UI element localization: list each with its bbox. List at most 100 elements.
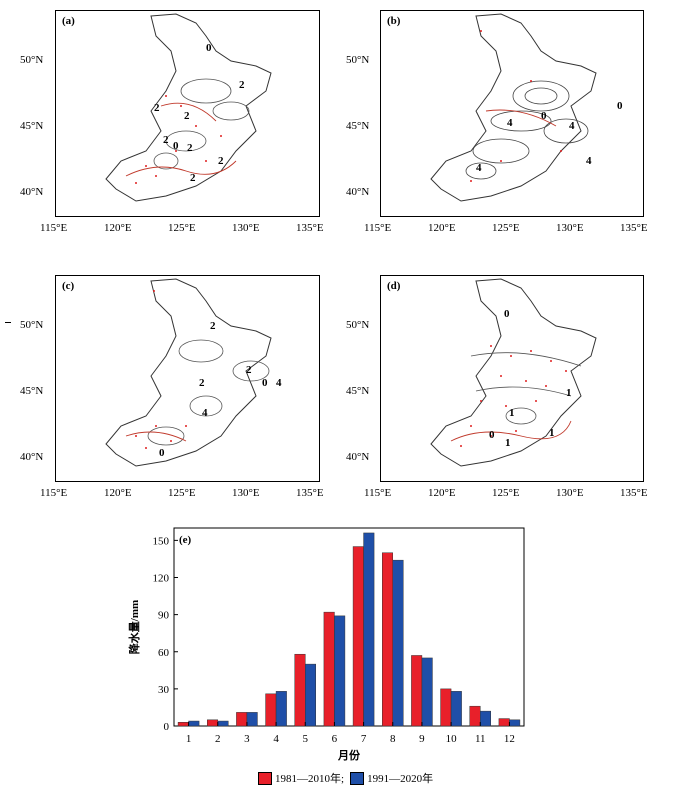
map-b-contour-label: 4 — [476, 162, 482, 174]
lon-label-130e: 130°E — [232, 487, 260, 499]
lat-label-45n: 45°N — [346, 385, 370, 397]
legend-label-1991-2020: 1991—2020年 — [367, 773, 434, 785]
map-d-contour-label: 1 — [549, 427, 555, 439]
y-tick-label: 120 — [153, 573, 170, 585]
x-tick-label: 6 — [332, 733, 338, 745]
lon-label-120e: 120°E — [428, 222, 456, 234]
map-frame-c: 2 2 2 0 4 4 0 (c) — [55, 275, 320, 482]
map-b-contours: 0 4 0 4 4 4 — [430, 13, 623, 202]
y-axis-label: 降水量/mm — [127, 600, 141, 654]
map-a-contour-label: 2 — [190, 172, 196, 184]
map-c-contour-label: 4 — [276, 377, 282, 389]
map-b-contour-label: 4 — [569, 120, 575, 132]
map-a-contour-label: 0 — [173, 140, 179, 152]
x-tick-label: 4 — [273, 733, 279, 745]
lon-label-135e: 135°E — [296, 487, 324, 499]
map-b-contour-label: 0 — [541, 110, 547, 122]
bar-blue-month-11 — [480, 710, 491, 727]
map-panel-d: 0 1 1 1 0 1 (d) 50°N 45°N 40°N 115°E 120… — [346, 265, 692, 515]
y-tick-label: 0 — [164, 721, 170, 733]
panel-label-e: (e) — [179, 534, 192, 546]
map-d-contour-label: 1 — [505, 437, 511, 449]
lon-label-115e: 115°E — [40, 222, 68, 234]
x-axis-label: 月份 — [337, 748, 361, 762]
lon-label-135e: 135°E — [620, 487, 648, 499]
lon-label-115e: 115°E — [40, 487, 68, 499]
map-a-contour-label: 2 — [163, 134, 169, 146]
x-tick-label: 5 — [303, 733, 309, 745]
map-d-contour-label: 0 — [504, 308, 510, 320]
map-c-contour-label: 2 — [210, 320, 216, 332]
bar-red-month-11 — [469, 705, 481, 727]
map-d-contour-label: 1 — [509, 407, 515, 419]
map-a-contour-label: 2 — [187, 142, 193, 154]
bar-blue-month-9 — [421, 657, 433, 727]
lon-label-135e: 135°E — [620, 222, 648, 234]
panel-label-c: (c) — [62, 280, 75, 292]
map-a-contour-label: 2 — [184, 110, 190, 122]
legend-swatch-blue — [350, 771, 365, 785]
map-d-contours: 0 1 1 1 0 1 — [430, 278, 597, 467]
precipitation-bar-chart: 0 30 60 90 120 150 1 2 3 4 5 6 7 8 9 10 11 12 (e) 月份 降水量/mm — [122, 520, 532, 810]
bar-blue-month-4 — [275, 691, 287, 727]
lat-label-45n: 45°N — [20, 385, 44, 397]
legend-label-1981-2010: 1981—2010年; — [275, 773, 345, 785]
map-a-contours: 0 2 2 2 2 0 2 2 2 — [105, 13, 272, 202]
lat-label-40n: 40°N — [346, 451, 370, 463]
map-c-contour-label: 0 — [262, 377, 268, 389]
lon-label-120e: 120°E — [428, 487, 456, 499]
x-tick-label: 1 — [186, 733, 192, 745]
map-a-contour-label: 0 — [206, 42, 212, 54]
panel-label-b: (b) — [387, 15, 401, 27]
bar-blue-month-6 — [334, 615, 346, 727]
lon-label-115e: 115°E — [364, 487, 392, 499]
y-tick-label: 30 — [158, 684, 170, 696]
bar-red-month-4 — [265, 693, 277, 727]
bar-red-month-7 — [352, 546, 364, 727]
map-frame-b: 0 4 0 4 4 4 (b) — [380, 10, 644, 217]
bar-blue-month-3 — [246, 712, 258, 727]
lon-label-130e: 130°E — [232, 222, 260, 234]
lon-label-120e: 120°E — [104, 487, 132, 499]
lon-label-135e: 135°E — [296, 222, 324, 234]
bar-red-month-8 — [382, 552, 393, 727]
bar-red-month-6 — [323, 611, 335, 727]
map-b-contour-label: 4 — [586, 155, 592, 167]
lat-label-50n: 50°N — [20, 319, 44, 331]
bar-blue-month-2 — [217, 720, 229, 727]
map-c-contour-label: 0 — [159, 447, 165, 459]
lat-label-45n: 45°N — [20, 120, 44, 132]
bar-red-month-3 — [236, 712, 248, 727]
map-c-contour-label: 2 — [199, 377, 205, 389]
map-a-contour-label: 2 — [239, 79, 245, 91]
y-tick-label: 60 — [158, 647, 170, 659]
x-tick-label: 9 — [419, 733, 425, 745]
lon-label-125e: 125°E — [168, 487, 196, 499]
lat-label-50n: 50°N — [346, 54, 370, 66]
bar-red-month-1 — [177, 722, 189, 727]
lat-label-50n: 50°N — [20, 54, 44, 66]
x-tick-label: 2 — [215, 733, 221, 745]
map-panel-b: 0 4 0 4 4 4 (b) 50°N 45°N 40°N 115°E 120… — [346, 0, 692, 250]
map-b-contour-label: 0 — [617, 100, 623, 112]
bar-blue-month-7 — [363, 532, 375, 727]
map-d-contour-label: 0 — [489, 429, 495, 441]
chart-legend: 1981—2010年; 1991—2020年 — [258, 770, 439, 786]
bar-red-month-2 — [207, 719, 218, 727]
map-d-contour-label: 1 — [566, 387, 572, 399]
panel-label-a: (a) — [62, 15, 75, 27]
lat-label-40n: 40°N — [20, 451, 44, 463]
legend-swatch-red — [258, 771, 272, 785]
map-c-contour-label: 2 — [246, 364, 252, 376]
x-tick-label: 12 — [504, 733, 515, 745]
lat-label-40n: 40°N — [346, 186, 370, 198]
bar-blue-month-8 — [392, 559, 404, 727]
legend-item-1981-2010: 1981—2010年; — [258, 770, 344, 786]
x-tick-label: 11 — [475, 733, 486, 745]
bar-blue-month-10 — [450, 691, 462, 727]
bar-red-month-5 — [294, 653, 306, 727]
map-c-contours: 2 2 2 0 4 4 0 — [105, 278, 282, 467]
map-b-contour-label: 4 — [507, 117, 513, 129]
lon-label-125e: 125°E — [168, 222, 196, 234]
